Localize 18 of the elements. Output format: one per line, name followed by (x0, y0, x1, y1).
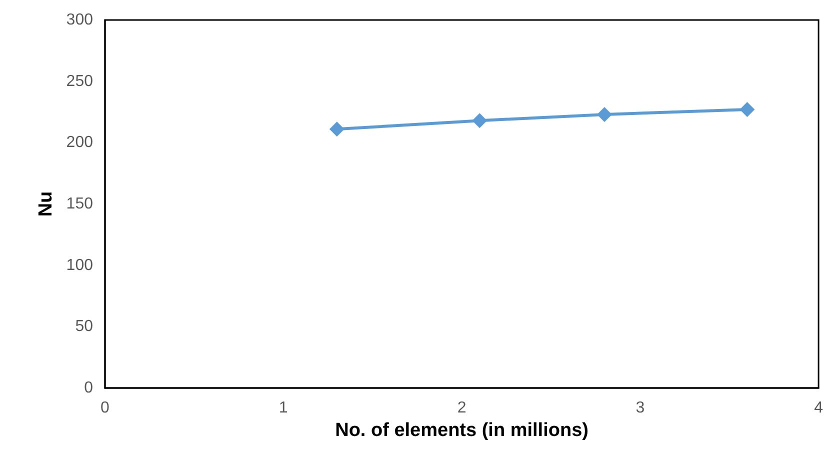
x-tick-label: 2 (457, 400, 466, 416)
y-tick-label: 150 (66, 196, 94, 212)
y-axis-title: Nu (35, 191, 56, 217)
point (596, 106, 612, 122)
x-tick-label: 3 (636, 400, 645, 416)
y-tick-label: 200 (66, 134, 94, 152)
x-tick-label: 1 (278, 400, 288, 416)
y-tick-label: 250 (66, 72, 94, 90)
y-tick-label: 50 (75, 318, 94, 336)
x-tick-label: 0 (100, 400, 110, 416)
point (329, 122, 344, 137)
x-tick-label: 4 (814, 400, 824, 416)
point (740, 102, 755, 118)
point (472, 113, 488, 128)
y-tick-label: 300 (66, 12, 94, 28)
y-tick-label: 0 (84, 380, 94, 396)
y-tick-label: 100 (66, 256, 94, 274)
x-axis-title: No. of elements (in millions) (335, 420, 588, 441)
